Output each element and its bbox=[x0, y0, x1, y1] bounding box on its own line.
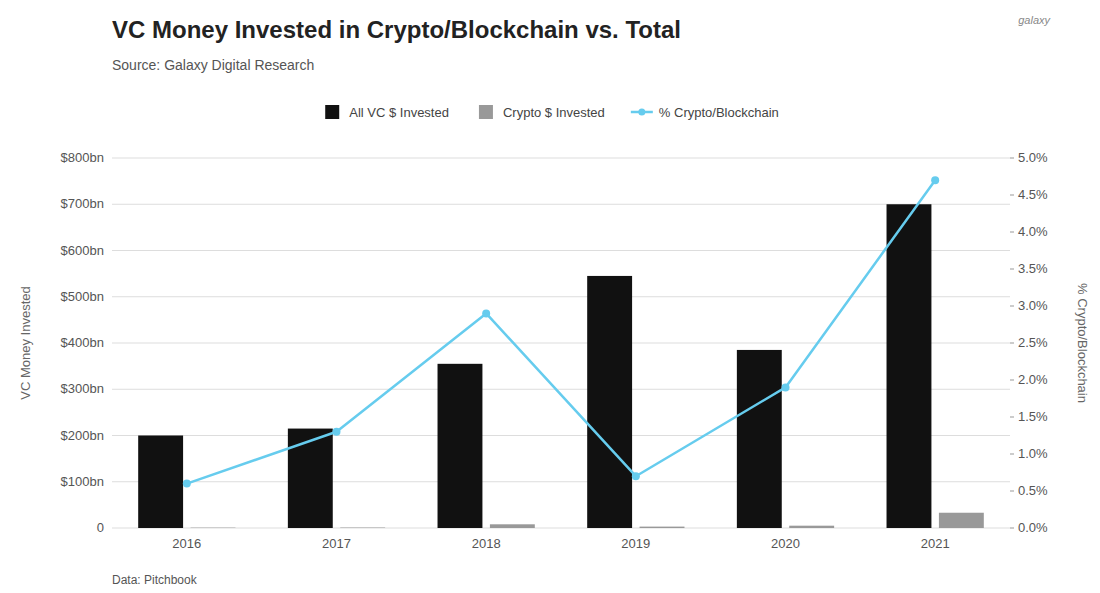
bar bbox=[438, 364, 483, 528]
x-tick-label: 2020 bbox=[771, 536, 800, 551]
bar bbox=[640, 527, 685, 528]
y2-tick-label: 3.0% bbox=[1018, 298, 1048, 313]
legend-swatch bbox=[479, 105, 493, 119]
legend-item: % Crypto/Blockchain bbox=[631, 105, 779, 120]
y-tick-label: $800bn bbox=[61, 150, 104, 165]
grid bbox=[112, 158, 1010, 528]
y2-tick bbox=[1010, 232, 1014, 233]
footnote: Data: Pitchbook bbox=[112, 573, 198, 587]
y2-tick bbox=[1010, 454, 1014, 455]
y2-tick bbox=[1010, 158, 1014, 159]
grid-line bbox=[112, 481, 1010, 482]
bar-series bbox=[191, 513, 984, 528]
grid-line bbox=[112, 296, 1010, 297]
line bbox=[187, 180, 935, 483]
bar bbox=[587, 276, 632, 528]
x-tick-label: 2017 bbox=[322, 536, 351, 551]
bar bbox=[490, 524, 535, 528]
bar bbox=[887, 204, 932, 528]
x-tick-label: 2019 bbox=[621, 536, 650, 551]
y-tick-label: $400bn bbox=[61, 335, 104, 350]
legend-label: Crypto $ Invested bbox=[503, 105, 605, 120]
line-marker bbox=[333, 428, 341, 436]
title: VC Money Invested in Crypto/Blockchain v… bbox=[112, 16, 681, 43]
y2-tick-label: 2.5% bbox=[1018, 335, 1048, 350]
grid-line bbox=[112, 250, 1010, 251]
y2-tick-label: 4.0% bbox=[1018, 224, 1048, 239]
bar bbox=[939, 513, 984, 528]
y2-tick bbox=[1010, 528, 1014, 529]
legend-label: All VC $ Invested bbox=[349, 105, 449, 120]
y2-axis-label: % Crypto/Blockchain bbox=[1075, 283, 1090, 403]
y2-tick bbox=[1010, 306, 1014, 307]
bar bbox=[737, 350, 782, 528]
legend: All VC $ Invested Crypto $ Invested % Cryp… bbox=[325, 105, 779, 120]
y2-tick-label: 2.0% bbox=[1018, 372, 1048, 387]
y2-tick-label: 4.5% bbox=[1018, 187, 1048, 202]
grid-line bbox=[112, 204, 1010, 205]
axes: 0 $100bn $200bn $300bn $400bn $500bn $600bn $70… bbox=[18, 150, 1090, 551]
marks bbox=[138, 176, 984, 528]
line-marker bbox=[482, 309, 490, 317]
x-tick-label: 2016 bbox=[172, 536, 201, 551]
y-tick-label: $100bn bbox=[61, 474, 104, 489]
y2-tick bbox=[1010, 343, 1014, 344]
background bbox=[0, 0, 1100, 593]
line-marker bbox=[931, 176, 939, 184]
y2-tick-label: 0.0% bbox=[1018, 520, 1048, 535]
legend-item: All VC $ Invested bbox=[325, 105, 449, 120]
y-tick-label: $300bn bbox=[61, 381, 104, 396]
grid-line bbox=[112, 435, 1010, 436]
y2-tick-label: 1.5% bbox=[1018, 409, 1048, 424]
legend-item: Crypto $ Invested bbox=[479, 105, 605, 120]
bar bbox=[340, 527, 385, 528]
grid-line bbox=[112, 528, 1010, 529]
x-tick-label: 2021 bbox=[921, 536, 950, 551]
y2-tick-label: 1.0% bbox=[1018, 446, 1048, 461]
line-marker bbox=[632, 472, 640, 480]
bar bbox=[789, 526, 834, 528]
y-tick-label: $200bn bbox=[61, 428, 104, 443]
subtitle: Source: Galaxy Digital Research bbox=[112, 57, 314, 73]
bar bbox=[191, 527, 236, 528]
legend-label: % Crypto/Blockchain bbox=[659, 105, 779, 120]
grid-line bbox=[112, 343, 1010, 344]
legend-swatch-marker bbox=[638, 109, 645, 116]
line-series bbox=[183, 176, 939, 487]
x-tick-label: 2018 bbox=[472, 536, 501, 551]
grid-line bbox=[112, 389, 1010, 390]
grid-line bbox=[112, 158, 1010, 159]
line-marker bbox=[782, 383, 790, 391]
y2-tick bbox=[1010, 195, 1014, 196]
y2-tick bbox=[1010, 380, 1014, 381]
chart: VC Money Invested in Crypto/Blockchain v… bbox=[0, 0, 1100, 593]
y2-tick bbox=[1010, 269, 1014, 270]
y-tick-label: $500bn bbox=[61, 289, 104, 304]
logo: galaxy bbox=[1018, 14, 1051, 26]
y2-tick-label: 0.5% bbox=[1018, 483, 1048, 498]
y2-tick-label: 3.5% bbox=[1018, 261, 1048, 276]
y-axis-label: VC Money Invested bbox=[18, 286, 33, 399]
y-tick-label: $700bn bbox=[61, 196, 104, 211]
y2-tick bbox=[1010, 417, 1014, 418]
y-tick-label: 0 bbox=[97, 520, 104, 535]
y2-tick-label: 5.0% bbox=[1018, 150, 1048, 165]
y2-tick bbox=[1010, 491, 1014, 492]
bar bbox=[288, 429, 333, 528]
line-marker bbox=[183, 480, 191, 488]
legend-swatch bbox=[325, 105, 339, 119]
y-tick-label: $600bn bbox=[61, 243, 104, 258]
bar bbox=[138, 436, 183, 529]
